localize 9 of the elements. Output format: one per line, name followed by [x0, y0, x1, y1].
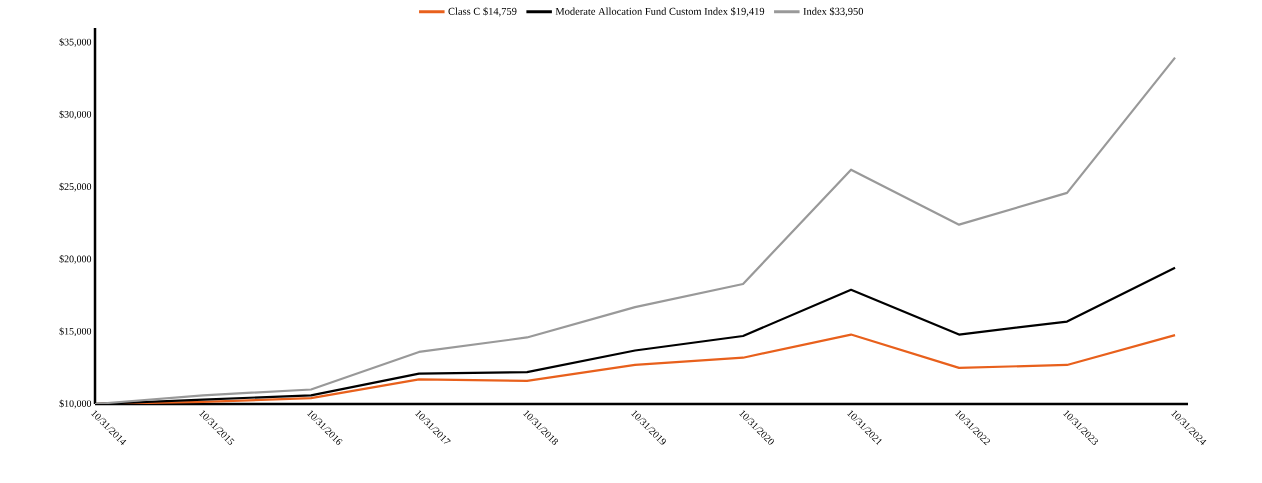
y-tick-label: $10,000 — [59, 399, 92, 409]
y-tick-label: $20,000 — [59, 254, 92, 264]
legend-label: Moderate Allocation Fund Custom Index $19,419 — [555, 7, 765, 17]
legend-label: Class C $14,759 — [448, 7, 517, 17]
y-tick-label: $30,000 — [59, 110, 92, 120]
y-tick-label: $25,000 — [59, 182, 92, 192]
y-tick-label: $35,000 — [59, 38, 92, 47]
legend-label: Index $33,950 — [803, 7, 864, 17]
y-tick-label: $15,000 — [59, 327, 92, 337]
